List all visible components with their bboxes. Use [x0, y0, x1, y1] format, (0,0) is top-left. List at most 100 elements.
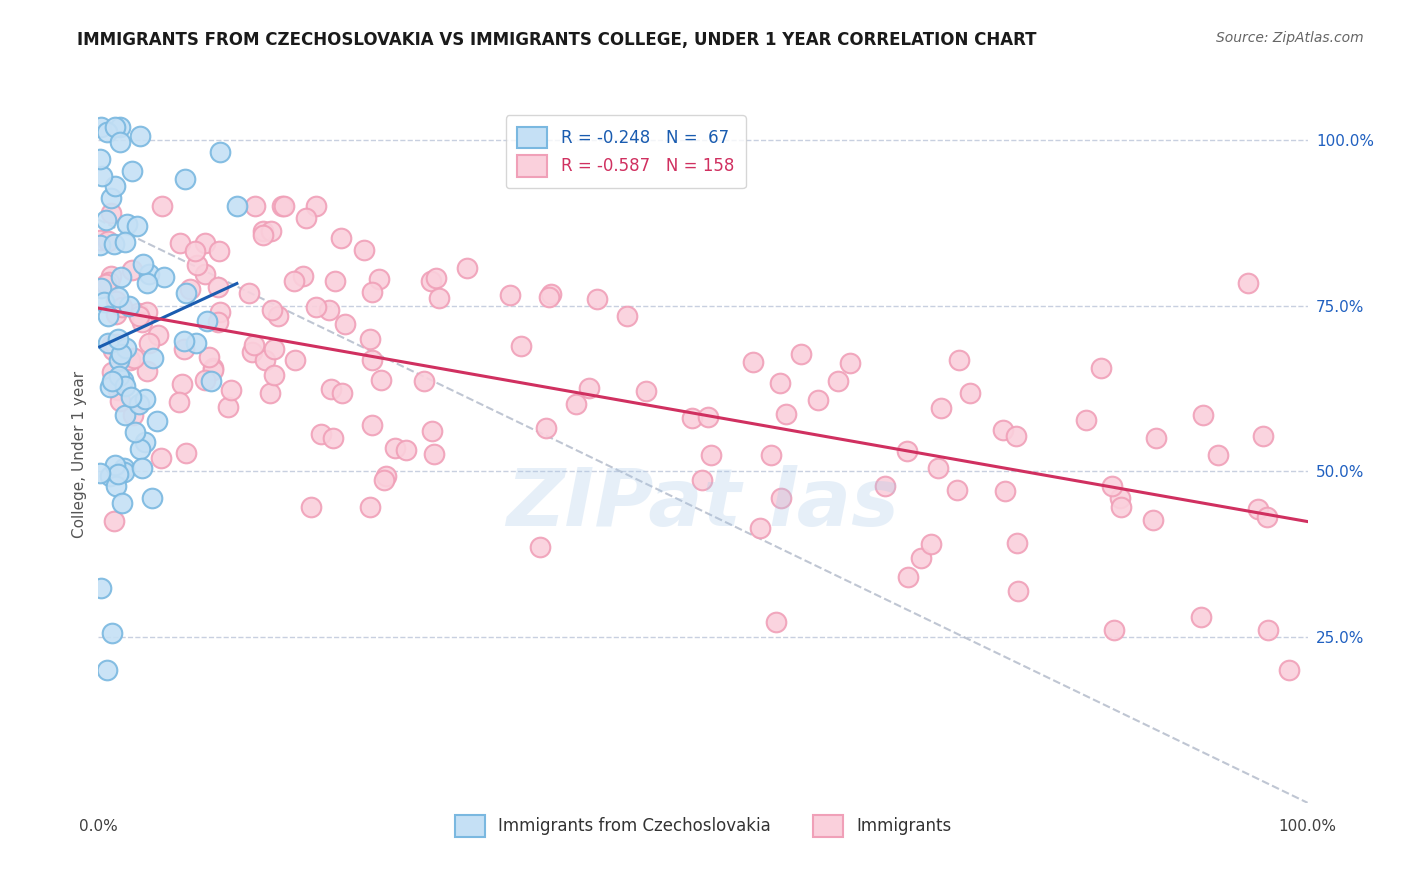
Point — [420, 274, 443, 288]
Point — [184, 336, 207, 351]
Point — [124, 425, 146, 439]
Point — [927, 460, 949, 475]
Point — [174, 285, 197, 300]
Point — [929, 401, 952, 416]
Point — [195, 314, 218, 328]
Point — [959, 386, 981, 401]
Point — [115, 341, 138, 355]
Point — [104, 179, 127, 194]
Point — [97, 309, 120, 323]
Point — [173, 334, 195, 348]
Point — [89, 153, 111, 167]
Point — [146, 414, 169, 428]
Point — [122, 409, 145, 423]
Point — [127, 219, 149, 234]
Point — [761, 448, 783, 462]
Point — [427, 291, 450, 305]
Point — [1144, 431, 1167, 445]
Point — [194, 267, 217, 281]
Point — [150, 199, 173, 213]
Point — [510, 339, 533, 353]
Point — [208, 145, 231, 160]
Point — [295, 211, 318, 226]
Point — [112, 461, 135, 475]
Point — [311, 426, 333, 441]
Point — [110, 347, 132, 361]
Point — [252, 224, 274, 238]
Point — [104, 338, 127, 352]
Point — [136, 276, 159, 290]
Point — [128, 309, 150, 323]
Point — [103, 515, 125, 529]
Point — [420, 425, 443, 439]
Point — [104, 294, 127, 309]
Point — [194, 235, 217, 250]
Point — [283, 274, 305, 288]
Point — [138, 267, 160, 281]
Point — [200, 374, 222, 388]
Point — [413, 374, 436, 388]
Point — [807, 393, 830, 408]
Point — [374, 469, 396, 483]
Point — [89, 234, 111, 248]
Point — [370, 373, 392, 387]
Point — [89, 467, 111, 481]
Point — [186, 259, 208, 273]
Point — [111, 300, 134, 314]
Point — [948, 353, 970, 368]
Point — [121, 164, 143, 178]
Point — [194, 373, 217, 387]
Point — [104, 120, 127, 134]
Text: IMMIGRANTS FROM CZECHOSLOVAKIA VS IMMIGRANTS COLLEGE, UNDER 1 YEAR CORRELATION C: IMMIGRANTS FROM CZECHOSLOVAKIA VS IMMIGR… — [77, 31, 1036, 49]
Point — [118, 352, 141, 367]
Point — [1101, 478, 1123, 492]
Point — [360, 285, 382, 299]
Point — [1191, 408, 1213, 422]
Point — [90, 281, 112, 295]
Point — [110, 120, 132, 134]
Point — [252, 227, 274, 242]
Point — [1004, 428, 1026, 442]
Point — [129, 129, 152, 144]
Point — [134, 392, 156, 406]
Point — [271, 199, 294, 213]
Point — [291, 269, 314, 284]
Point — [135, 305, 157, 319]
Point — [104, 458, 127, 473]
Point — [1237, 276, 1260, 290]
Point — [873, 479, 896, 493]
Point — [132, 257, 155, 271]
Point — [697, 410, 720, 425]
Point — [636, 384, 658, 398]
Point — [104, 479, 127, 493]
Point — [98, 468, 121, 483]
Point — [353, 243, 375, 257]
Point — [207, 279, 229, 293]
Legend: Immigrants from Czechoslovakia, Immigrants: Immigrants from Czechoslovakia, Immigran… — [449, 808, 957, 843]
Point — [1191, 609, 1213, 624]
Point — [1109, 500, 1132, 515]
Point — [122, 351, 145, 365]
Point — [565, 397, 588, 411]
Point — [742, 355, 765, 369]
Point — [128, 442, 150, 456]
Point — [827, 375, 849, 389]
Point — [1256, 510, 1278, 524]
Point — [111, 373, 134, 387]
Point — [243, 338, 266, 352]
Point — [225, 199, 247, 213]
Point — [765, 615, 787, 630]
Point — [173, 343, 195, 357]
Point — [100, 191, 122, 205]
Point — [240, 345, 263, 359]
Point — [93, 294, 115, 309]
Point — [110, 393, 132, 408]
Point — [330, 231, 353, 245]
Point — [395, 442, 418, 457]
Point — [1257, 623, 1279, 637]
Point — [1251, 429, 1274, 443]
Point — [179, 282, 201, 296]
Point — [333, 318, 356, 332]
Point — [138, 336, 160, 351]
Point — [243, 199, 266, 213]
